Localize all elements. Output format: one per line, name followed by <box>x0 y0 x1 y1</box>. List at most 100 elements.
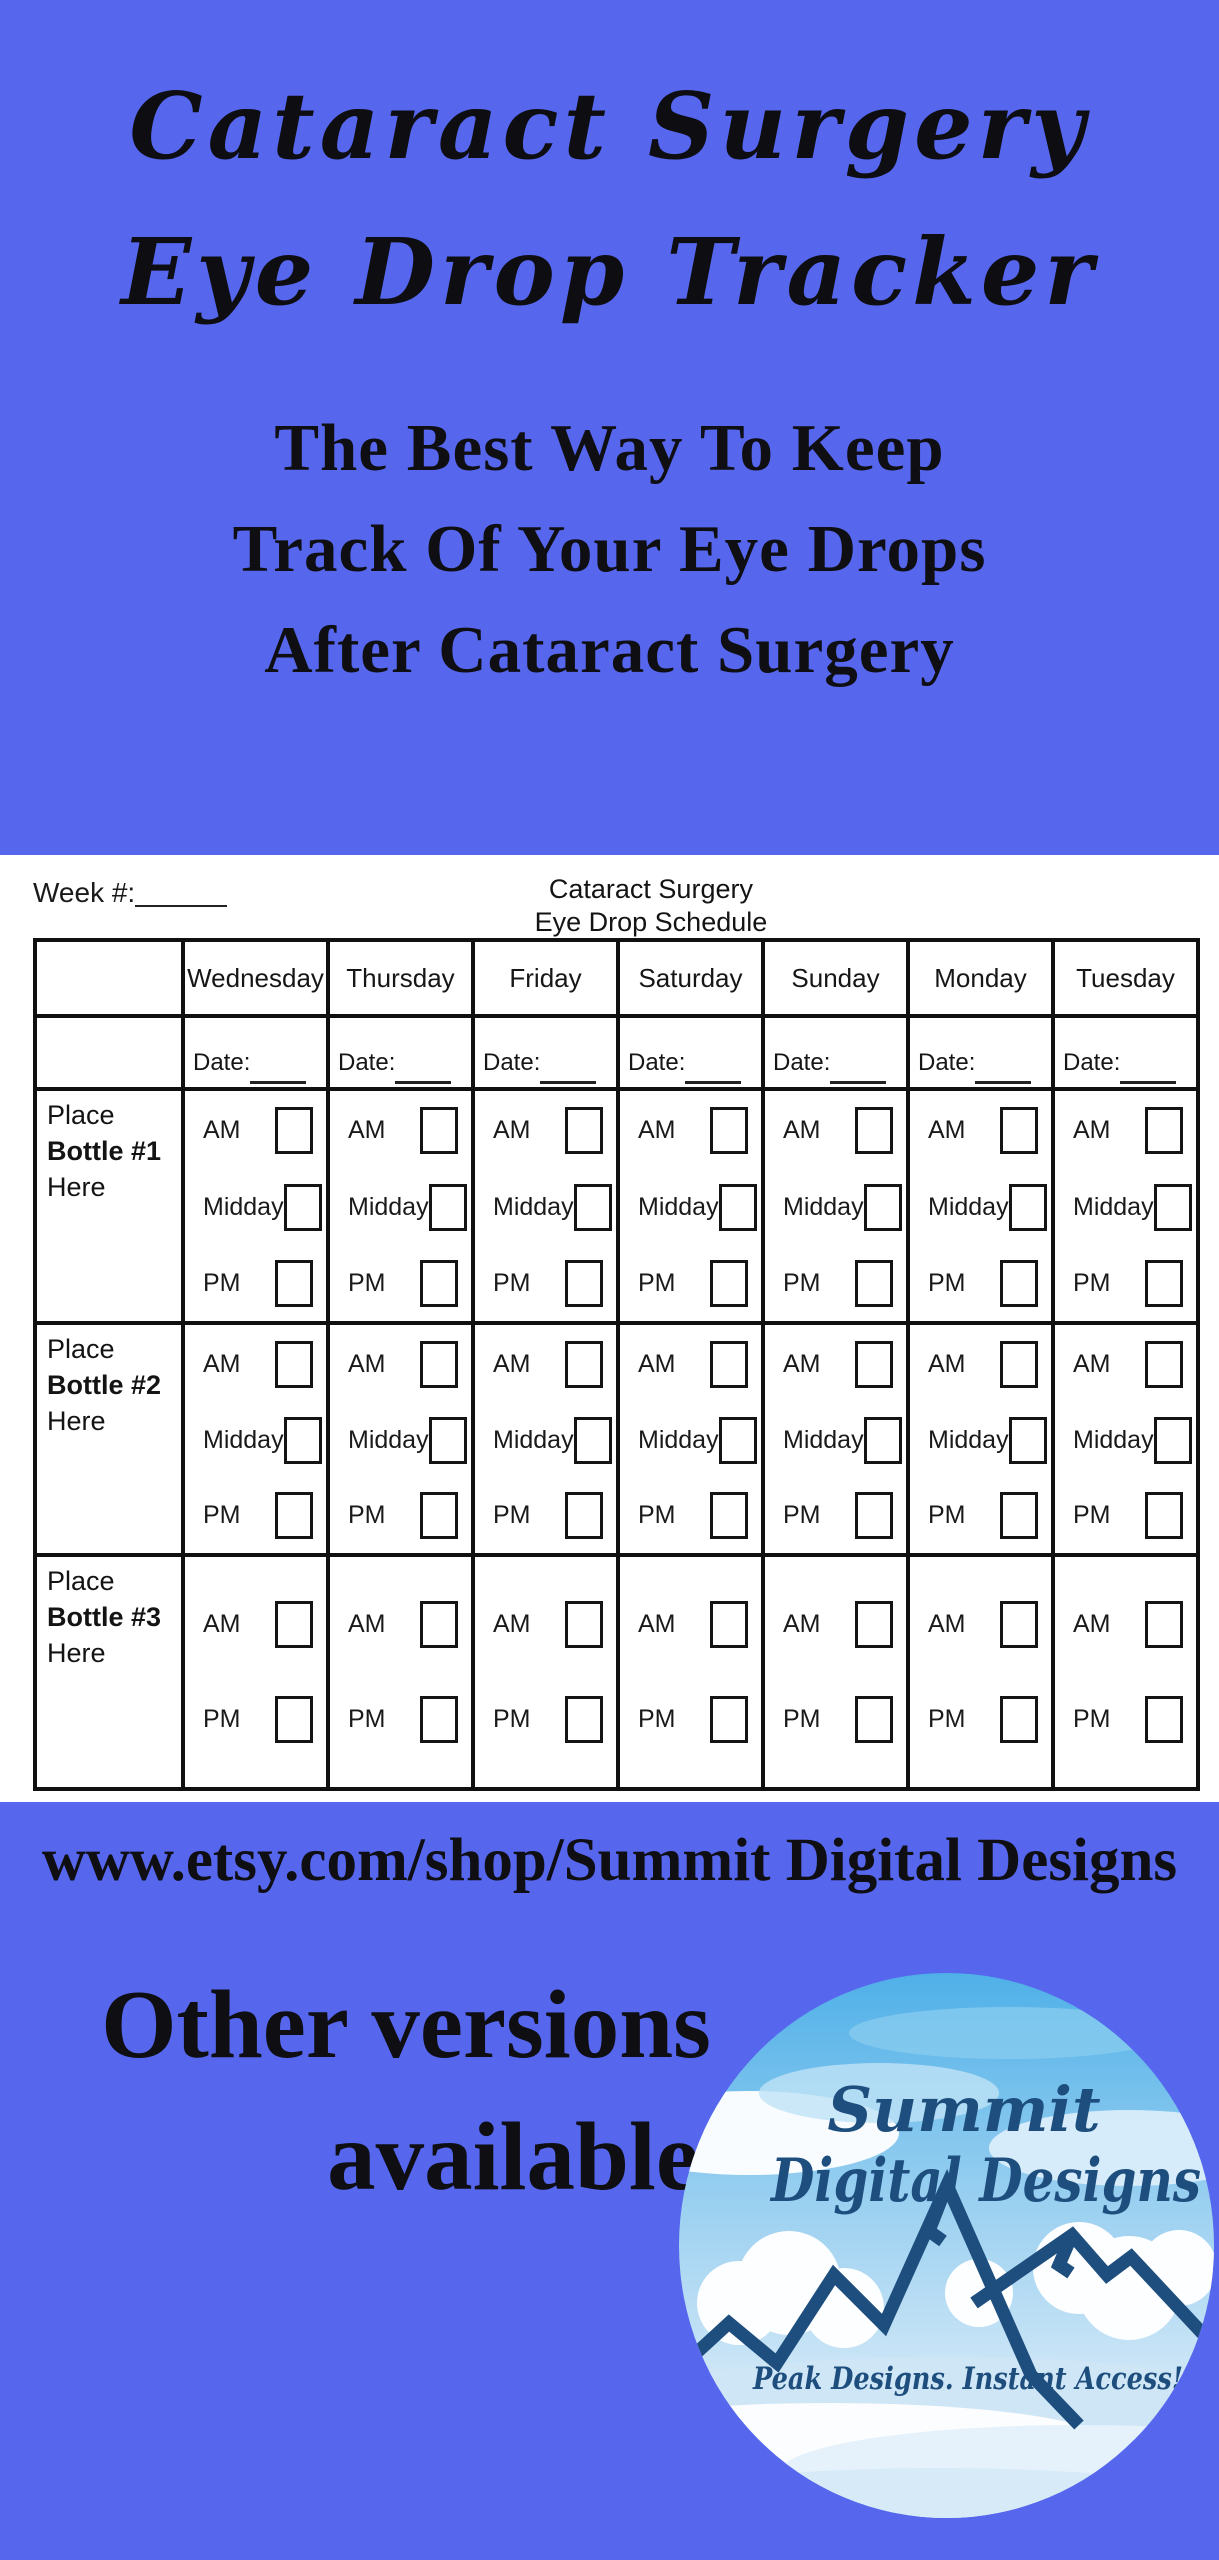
date-blank[interactable] <box>1120 1081 1177 1084</box>
date-blank[interactable] <box>395 1081 452 1084</box>
dose-checkbox[interactable] <box>573 1183 612 1231</box>
dose-checkbox[interactable] <box>420 1492 458 1539</box>
dose-checkbox[interactable] <box>565 1696 603 1743</box>
hero-title-line1: Cataract Surgery <box>129 72 1090 180</box>
dose-row-am: AM <box>783 1107 893 1154</box>
dose-checkbox[interactable] <box>1145 1341 1183 1388</box>
dose-checkbox[interactable] <box>283 1183 322 1231</box>
dose-checkbox[interactable] <box>1145 1492 1183 1539</box>
dose-cell-bottle2-wednesday: AM Midday PM <box>185 1325 326 1553</box>
dose-row-pm: PM <box>1073 1696 1183 1743</box>
dose-row-am: AM <box>493 1341 603 1388</box>
dose-cell-bottle3-thursday: AM PM <box>330 1557 471 1787</box>
dose-checkbox[interactable] <box>565 1107 603 1154</box>
date-blank[interactable] <box>685 1081 742 1084</box>
dose-checkbox[interactable] <box>283 1416 322 1464</box>
dose-label: Midday <box>203 1192 284 1221</box>
dose-checkbox[interactable] <box>1145 1696 1183 1743</box>
dose-checkbox[interactable] <box>420 1601 458 1648</box>
dose-row-pm: PM <box>928 1260 1038 1307</box>
dose-checkbox[interactable] <box>275 1341 313 1388</box>
dose-checkbox[interactable] <box>1145 1260 1183 1307</box>
dose-checkbox[interactable] <box>718 1183 757 1231</box>
date-blank[interactable] <box>540 1081 597 1084</box>
week-number-field[interactable]: Week #: <box>33 877 228 909</box>
dose-checkbox[interactable] <box>710 1107 748 1154</box>
dose-label: AM <box>783 1116 821 1144</box>
dose-row-midday: Midday <box>783 1416 902 1464</box>
dose-checkbox[interactable] <box>1000 1341 1038 1388</box>
dose-row-am: AM <box>493 1601 603 1648</box>
dose-row-pm: PM <box>348 1492 458 1539</box>
dose-row-am: AM <box>928 1341 1038 1388</box>
dose-checkbox[interactable] <box>855 1260 893 1307</box>
dose-checkbox[interactable] <box>710 1696 748 1743</box>
dose-checkbox[interactable] <box>710 1601 748 1648</box>
dose-checkbox[interactable] <box>275 1696 313 1743</box>
week-number-blank[interactable] <box>135 905 228 907</box>
dose-checkbox[interactable] <box>573 1416 612 1464</box>
dose-checkbox[interactable] <box>428 1183 467 1231</box>
dose-checkbox[interactable] <box>275 1601 313 1648</box>
dose-checkbox[interactable] <box>565 1260 603 1307</box>
dose-label: Midday <box>1073 1192 1154 1221</box>
dose-checkbox[interactable] <box>710 1260 748 1307</box>
day-header-wednesday: Wednesday <box>185 942 326 1014</box>
dose-checkbox[interactable] <box>1000 1492 1038 1539</box>
dose-label: PM <box>493 1269 531 1297</box>
dose-checkbox[interactable] <box>863 1416 902 1464</box>
dose-checkbox[interactable] <box>855 1492 893 1539</box>
dose-checkbox[interactable] <box>1145 1107 1183 1154</box>
dose-checkbox[interactable] <box>710 1492 748 1539</box>
dose-checkbox[interactable] <box>855 1696 893 1743</box>
dose-label: Midday <box>203 1425 284 1454</box>
dose-checkbox[interactable] <box>1153 1183 1192 1231</box>
schedule-table: Wednesday Thursday Friday Saturday Sunday Mon… <box>33 938 1200 1791</box>
dose-checkbox[interactable] <box>1000 1696 1038 1743</box>
dose-label: AM <box>1073 1350 1111 1378</box>
dose-checkbox[interactable] <box>855 1107 893 1154</box>
day-header-saturday: Saturday <box>620 942 761 1014</box>
dose-checkbox[interactable] <box>855 1341 893 1388</box>
dose-row-pm: PM <box>493 1696 603 1743</box>
dose-checkbox[interactable] <box>710 1341 748 1388</box>
dose-checkbox[interactable] <box>1008 1183 1047 1231</box>
dose-checkbox[interactable] <box>420 1341 458 1388</box>
dose-checkbox[interactable] <box>565 1341 603 1388</box>
hero-subtitle-line1: The Best Way To Keep <box>274 411 945 485</box>
dose-label: PM <box>203 1269 241 1297</box>
dose-checkbox[interactable] <box>1000 1107 1038 1154</box>
dose-row-am: AM <box>638 1107 748 1154</box>
dose-label: AM <box>493 1116 531 1144</box>
dose-checkbox[interactable] <box>1000 1601 1038 1648</box>
dose-checkbox[interactable] <box>428 1416 467 1464</box>
dose-checkbox[interactable] <box>565 1492 603 1539</box>
dose-checkbox[interactable] <box>1153 1416 1192 1464</box>
dose-checkbox[interactable] <box>1008 1416 1047 1464</box>
dose-label: Midday <box>638 1192 719 1221</box>
dose-checkbox[interactable] <box>275 1260 313 1307</box>
dose-row-midday: Midday <box>493 1183 612 1231</box>
dose-checkbox[interactable] <box>275 1492 313 1539</box>
dose-row-pm: PM <box>638 1260 748 1307</box>
dose-checkbox[interactable] <box>1145 1601 1183 1648</box>
date-blank[interactable] <box>975 1081 1032 1084</box>
dose-checkbox[interactable] <box>275 1107 313 1154</box>
dose-checkbox[interactable] <box>420 1260 458 1307</box>
date-blank[interactable] <box>830 1081 887 1084</box>
dose-checkbox[interactable] <box>565 1601 603 1648</box>
dose-label: AM <box>1073 1610 1111 1638</box>
shop-url: www.etsy.com/shop/Summit Digital Designs <box>41 1827 1178 1894</box>
date-blank[interactable] <box>250 1081 307 1084</box>
dose-label: PM <box>493 1705 531 1733</box>
dose-row-pm: PM <box>203 1260 313 1307</box>
dose-checkbox[interactable] <box>718 1416 757 1464</box>
dose-checkbox[interactable] <box>420 1107 458 1154</box>
dose-checkbox[interactable] <box>1000 1260 1038 1307</box>
date-field-friday: Date: <box>475 1018 616 1087</box>
dose-cell-bottle3-saturday: AM PM <box>620 1557 761 1787</box>
dose-checkbox[interactable] <box>863 1183 902 1231</box>
dose-checkbox[interactable] <box>855 1601 893 1648</box>
sheet-heading-line2: Eye Drop Schedule <box>534 907 768 937</box>
dose-checkbox[interactable] <box>420 1696 458 1743</box>
